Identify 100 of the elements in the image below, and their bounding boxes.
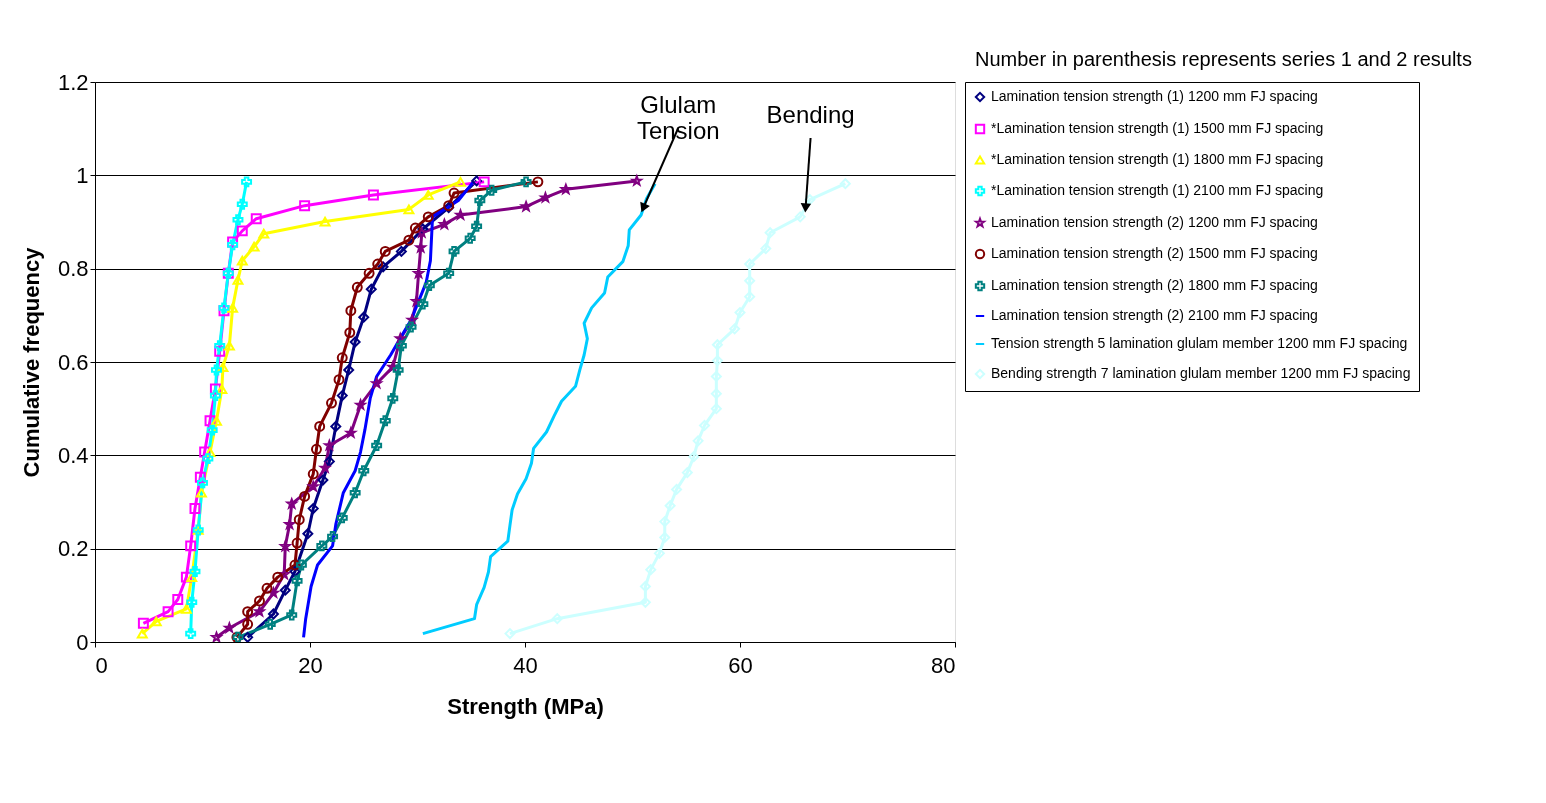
point — [319, 216, 331, 227]
point — [204, 415, 216, 427]
point — [405, 321, 417, 333]
point — [254, 595, 265, 607]
point — [367, 189, 379, 201]
point — [486, 184, 498, 196]
point — [365, 283, 377, 295]
point — [764, 227, 776, 239]
point — [372, 258, 384, 270]
point — [395, 340, 407, 352]
point — [392, 364, 404, 376]
y-tick-label: 0.4 — [57, 442, 89, 468]
point — [729, 323, 741, 335]
point — [195, 487, 207, 498]
point — [186, 572, 198, 583]
legend-label: Lamination tension strength (1) 1200 mm FJ spacing — [991, 88, 1318, 104]
point — [403, 234, 415, 246]
point — [330, 420, 342, 432]
point — [804, 194, 816, 206]
point — [387, 392, 399, 404]
y-tick-label: 0.2 — [57, 536, 89, 562]
point — [417, 298, 429, 310]
point — [291, 537, 303, 549]
point — [794, 211, 806, 223]
point — [291, 575, 303, 587]
point — [504, 628, 516, 640]
legend-label: Lamination tension strength (2) 1200 mm FJ spacing — [991, 214, 1318, 230]
point — [699, 419, 710, 431]
point — [326, 397, 337, 409]
point — [333, 374, 345, 386]
point — [250, 213, 262, 225]
point — [209, 390, 221, 402]
point — [232, 274, 244, 285]
point — [310, 443, 322, 455]
legend-label: Lamination tension strength (2) 1800 mm FJ spacing — [991, 277, 1318, 293]
point — [267, 608, 279, 620]
y-tick-label: 1 — [76, 162, 89, 188]
point — [744, 291, 756, 303]
point — [261, 582, 273, 594]
point — [323, 455, 335, 467]
point — [211, 364, 222, 376]
point — [532, 176, 544, 188]
point — [236, 225, 248, 237]
point — [180, 571, 192, 583]
point — [214, 340, 226, 352]
point — [264, 618, 276, 630]
point — [189, 503, 201, 515]
point — [314, 420, 326, 432]
point — [204, 447, 216, 457]
point — [409, 222, 421, 234]
point — [317, 474, 329, 486]
y-tick-label: 1.2 — [57, 69, 89, 95]
point — [395, 245, 407, 257]
x-tick-label: 20 — [298, 652, 323, 678]
annotation: Bending — [766, 101, 855, 128]
text: Number in parenthesis represents series 1 and 2 results — [975, 48, 1472, 70]
point — [839, 178, 851, 190]
point — [162, 606, 174, 618]
point — [455, 176, 466, 187]
point — [180, 603, 192, 614]
point — [299, 490, 311, 502]
point — [377, 261, 389, 273]
point — [242, 618, 254, 630]
point — [358, 465, 370, 477]
point — [199, 446, 211, 458]
point — [734, 307, 746, 319]
point — [379, 415, 391, 427]
point — [681, 467, 693, 479]
point — [189, 566, 201, 578]
point — [344, 327, 356, 339]
point — [172, 594, 184, 606]
point — [688, 451, 700, 463]
point — [760, 243, 772, 255]
point — [744, 258, 756, 270]
point — [227, 302, 239, 313]
point — [422, 211, 434, 223]
point — [223, 340, 235, 351]
point — [307, 468, 319, 480]
point — [295, 559, 307, 571]
point — [551, 613, 563, 625]
x-tick-label: 0 — [95, 652, 108, 678]
x-tick-label: 80 — [931, 652, 956, 678]
point — [214, 345, 226, 357]
point — [520, 176, 532, 188]
point — [216, 384, 228, 394]
point — [279, 584, 291, 596]
point — [327, 531, 339, 543]
point — [639, 580, 651, 592]
point — [671, 483, 683, 495]
point — [307, 503, 319, 515]
point — [289, 559, 301, 571]
point — [351, 281, 363, 293]
point — [336, 352, 348, 364]
point — [349, 336, 361, 348]
legend-label: Lamination tension strength (2) 1500 mm FJ spacing — [991, 245, 1318, 261]
point — [302, 528, 314, 540]
point — [448, 245, 460, 257]
x-axis-title: Strength (MPa) — [447, 693, 604, 719]
point — [443, 267, 455, 279]
point — [236, 255, 248, 266]
